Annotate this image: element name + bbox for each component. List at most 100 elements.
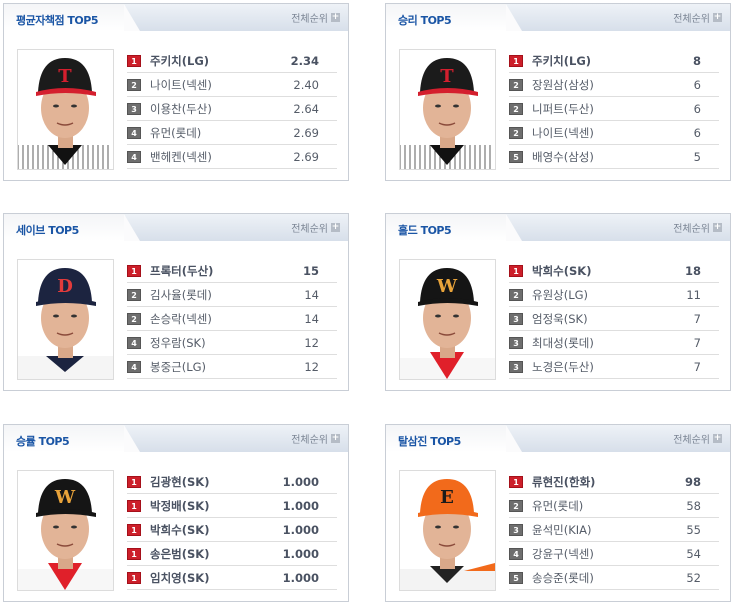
player-name[interactable]: 김사율(롯데) xyxy=(150,287,212,302)
list-item[interactable]: 4 밴헤켄(넥센) 2.69 xyxy=(127,145,337,169)
list-item[interactable]: 1 박정배(SK) 1.000 xyxy=(127,494,337,518)
stat-value: 52 xyxy=(686,570,701,585)
list-item[interactable]: 2 니퍼트(두산) 6 xyxy=(509,97,719,121)
player-name[interactable]: 밴헤켄(넥센) xyxy=(150,149,212,164)
rank-badge: 3 xyxy=(127,102,141,115)
player-name[interactable]: 니퍼트(두산) xyxy=(532,101,594,116)
player-name[interactable]: 손승락(넥센) xyxy=(150,311,212,326)
list-item[interactable]: 2 나이트(넥센) 6 xyxy=(509,121,719,145)
player-name[interactable]: 임치영(SK) xyxy=(150,570,210,585)
player-name[interactable]: 정우람(SK) xyxy=(150,335,206,350)
player-name[interactable]: 엄정욱(SK) xyxy=(532,311,588,326)
player-name[interactable]: 장원삼(삼성) xyxy=(532,77,594,92)
list-item[interactable]: 1 주키치(LG) 8 xyxy=(509,49,719,73)
list-item[interactable]: 1 박희수(SK) 18 xyxy=(509,259,719,283)
rank-badge: 4 xyxy=(127,126,141,139)
full-ranking-link[interactable]: 전체순위 + xyxy=(291,10,340,25)
list-item[interactable]: 2 장원삼(삼성) 6 xyxy=(509,73,719,97)
list-item[interactable]: 4 강윤구(넥센) 54 xyxy=(509,542,719,566)
plus-icon[interactable]: + xyxy=(331,222,340,232)
list-item[interactable]: 2 유원상(LG) 11 xyxy=(509,283,719,307)
list-item[interactable]: 1 류현진(한화) 98 xyxy=(509,470,719,494)
stat-value: 2.34 xyxy=(290,53,319,68)
list-item[interactable]: 2 김사율(롯데) 14 xyxy=(127,283,337,307)
stat-value: 12 xyxy=(304,359,319,374)
player-name[interactable]: 박희수(SK) xyxy=(150,522,210,537)
full-ranking-label[interactable]: 전체순위 xyxy=(291,435,328,446)
list-item[interactable]: 3 이용찬(두산) 2.64 xyxy=(127,97,337,121)
player-name[interactable]: 박정배(SK) xyxy=(150,498,210,513)
full-ranking-label[interactable]: 전체순위 xyxy=(673,224,710,235)
list-item[interactable]: 5 배영수(삼성) 5 xyxy=(509,145,719,169)
stat-value: 1.000 xyxy=(282,498,319,513)
full-ranking-label[interactable]: 전체순위 xyxy=(673,14,710,25)
player-name[interactable]: 프록터(두산) xyxy=(150,263,214,278)
list-item[interactable]: 3 노경은(두산) 7 xyxy=(509,355,719,379)
rank-badge: 2 xyxy=(127,312,141,325)
player-name[interactable]: 김광현(SK) xyxy=(150,474,210,489)
full-ranking-label[interactable]: 전체순위 xyxy=(673,435,710,446)
list-item[interactable]: 1 박희수(SK) 1.000 xyxy=(127,518,337,542)
panel-title: 세이브 TOP5 xyxy=(16,224,79,237)
player-name[interactable]: 강윤구(넥센) xyxy=(532,546,594,561)
ranking-panel: 탈삼진 TOP5 전체순위 + E 1 류현진(한화) 98 2 유먼(롯데) 5… xyxy=(385,424,731,602)
player-name[interactable]: 이용찬(두산) xyxy=(150,101,212,116)
ranking-panel: 세이브 TOP5 전체순위 + D 1 프록터(두산) 15 2 김사율(롯데) … xyxy=(3,213,349,391)
ranking-panel: 승리 TOP5 전체순위 + T 1 주키치(LG) 8 2 장원삼(삼성) 6 … xyxy=(385,3,731,181)
list-item[interactable]: 4 봉중근(LG) 12 xyxy=(127,355,337,379)
full-ranking-link[interactable]: 전체순위 + xyxy=(673,10,722,25)
player-name[interactable]: 윤석민(KIA) xyxy=(532,522,592,537)
panel-header: 승률 TOP5 전체순위 + xyxy=(4,425,348,452)
full-ranking-label[interactable]: 전체순위 xyxy=(291,224,328,235)
plus-icon[interactable]: + xyxy=(713,222,722,232)
svg-text:W: W xyxy=(436,276,458,297)
player-name[interactable]: 주키치(LG) xyxy=(150,53,210,68)
player-name[interactable]: 주키치(LG) xyxy=(532,53,592,68)
list-item[interactable]: 1 주키치(LG) 2.34 xyxy=(127,49,337,73)
player-name[interactable]: 나이트(넥센) xyxy=(150,77,212,92)
rank-badge: 1 xyxy=(127,571,141,584)
list-item[interactable]: 1 프록터(두산) 15 xyxy=(127,259,337,283)
list-item[interactable]: 1 김광현(SK) 1.000 xyxy=(127,470,337,494)
panel-title: 탈삼진 TOP5 xyxy=(398,435,461,448)
player-name[interactable]: 유먼(롯데) xyxy=(532,498,584,513)
panel-header: 홀드 TOP5 전체순위 + xyxy=(386,214,730,241)
rank-badge: 1 xyxy=(127,547,141,560)
plus-icon[interactable]: + xyxy=(331,12,340,22)
full-ranking-link[interactable]: 전체순위 + xyxy=(291,431,340,446)
player-name[interactable]: 송승준(롯데) xyxy=(532,570,594,585)
player-name[interactable]: 노경은(두산) xyxy=(532,359,594,374)
list-item[interactable]: 4 정우람(SK) 12 xyxy=(127,331,337,355)
list-item[interactable]: 4 유먼(롯데) 2.69 xyxy=(127,121,337,145)
full-ranking-link[interactable]: 전체순위 + xyxy=(291,220,340,235)
player-name[interactable]: 송은범(SK) xyxy=(150,546,210,561)
list-item[interactable]: 2 유먼(롯데) 58 xyxy=(509,494,719,518)
player-name[interactable]: 봉중근(LG) xyxy=(150,359,207,374)
list-item[interactable]: 3 최대성(롯데) 7 xyxy=(509,331,719,355)
list-item[interactable]: 1 송은범(SK) 1.000 xyxy=(127,542,337,566)
list-item[interactable]: 5 송승준(롯데) 52 xyxy=(509,566,719,590)
player-name[interactable]: 유먼(롯데) xyxy=(150,125,202,140)
panel-title: 승리 TOP5 xyxy=(398,14,452,27)
list-item[interactable]: 3 엄정욱(SK) 7 xyxy=(509,307,719,331)
player-name[interactable]: 류현진(한화) xyxy=(532,474,596,489)
full-ranking-label[interactable]: 전체순위 xyxy=(291,14,328,25)
plus-icon[interactable]: + xyxy=(331,433,340,443)
player-name[interactable]: 최대성(롯데) xyxy=(532,335,594,350)
plus-icon[interactable]: + xyxy=(713,12,722,22)
list-item[interactable]: 3 윤석민(KIA) 55 xyxy=(509,518,719,542)
rank-badge: 4 xyxy=(127,360,141,373)
ranking-panel: 홀드 TOP5 전체순위 + W 1 박희수(SK) 18 2 유원상(LG) 1… xyxy=(385,213,731,391)
plus-icon[interactable]: + xyxy=(713,433,722,443)
stat-value: 11 xyxy=(686,287,701,302)
player-name[interactable]: 나이트(넥센) xyxy=(532,125,594,140)
full-ranking-link[interactable]: 전체순위 + xyxy=(673,220,722,235)
full-ranking-link[interactable]: 전체순위 + xyxy=(673,431,722,446)
player-name[interactable]: 유원상(LG) xyxy=(532,287,589,302)
list-item[interactable]: 2 손승락(넥센) 14 xyxy=(127,307,337,331)
svg-text:E: E xyxy=(440,487,454,508)
player-name[interactable]: 배영수(삼성) xyxy=(532,149,594,164)
list-item[interactable]: 1 임치영(SK) 1.000 xyxy=(127,566,337,590)
player-name[interactable]: 박희수(SK) xyxy=(532,263,592,278)
list-item[interactable]: 2 나이트(넥센) 2.40 xyxy=(127,73,337,97)
